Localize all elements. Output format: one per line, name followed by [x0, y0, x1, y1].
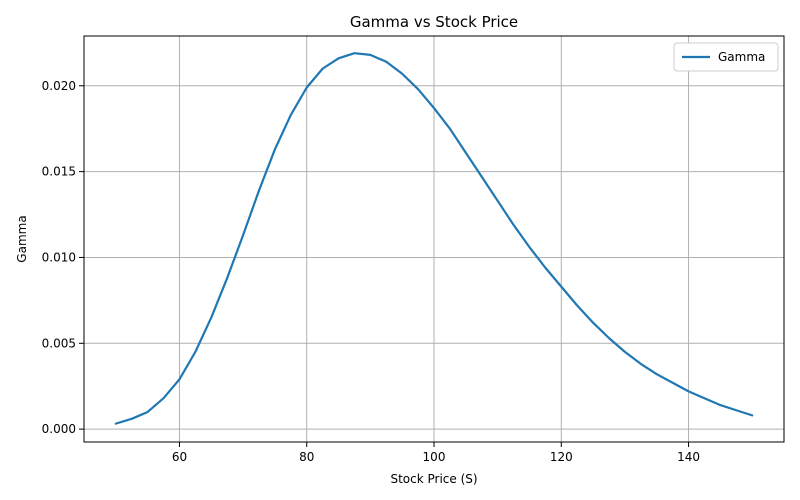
legend-label-gamma: Gamma [718, 50, 765, 64]
y-tick-label: 0.010 [42, 250, 76, 264]
legend-box [673, 42, 779, 72]
y-axis-label: Gamma [15, 215, 29, 262]
y-tick-label: 0.020 [42, 79, 76, 93]
x-tick-label: 100 [423, 450, 446, 464]
y-tick-label: 0.000 [42, 422, 76, 436]
x-tick-label: 60 [172, 450, 187, 464]
ticks: 60 80 100 120 140 0.000 0.005 0.010 0.015 0.020 [42, 79, 700, 464]
series-layer [114, 52, 754, 425]
y-tick-label: 0.015 [42, 165, 76, 179]
grid [84, 36, 784, 442]
legend: Gamma [673, 42, 779, 72]
x-tick-label: 80 [299, 450, 314, 464]
x-tick-label: 140 [677, 450, 700, 464]
x-tick-label: 120 [550, 450, 573, 464]
y-tick-label: 0.005 [42, 336, 76, 350]
x-axis-label: Stock Price (S) [390, 472, 477, 486]
chart-title: Gamma vs Stock Price [350, 13, 518, 31]
series-line-gamma [114, 52, 754, 425]
